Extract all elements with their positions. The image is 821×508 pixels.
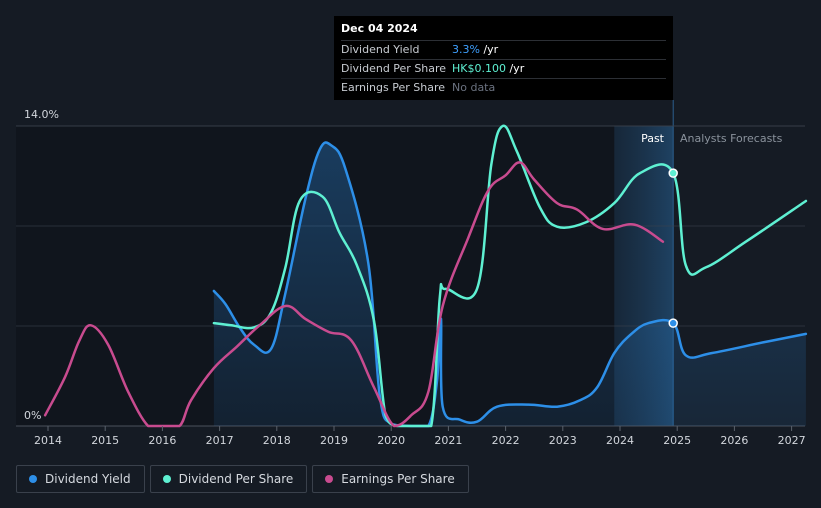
legend-item-dividend-yield[interactable]: Dividend Yield: [16, 465, 145, 493]
legend-label: Dividend Per Share: [178, 472, 294, 486]
legend-item-dividend-per-share[interactable]: Dividend Per Share: [149, 465, 308, 493]
legend: Dividend Yield Dividend Per Share Earnin…: [16, 465, 469, 493]
x-tick-label: 2022: [492, 434, 520, 447]
legend-dot-icon: [162, 475, 171, 483]
tooltip-label: Dividend Yield: [341, 43, 420, 56]
x-tick-label: 2027: [778, 434, 806, 447]
x-tick-label: 2026: [720, 434, 748, 447]
area-layer: [213, 142, 806, 426]
legend-label: Earnings Per Share: [341, 472, 455, 486]
dividend-per-share-marker: [668, 168, 678, 178]
x-tick-label: 2019: [320, 434, 348, 447]
dividend-yield-line: [212, 141, 808, 428]
tooltip-unit: /yr: [479, 43, 499, 56]
x-tick-label: 2015: [91, 434, 119, 447]
x-tick-label: 2021: [434, 434, 462, 447]
legend-item-earnings-per-share[interactable]: Earnings Per Share: [312, 465, 469, 493]
tooltip-date: Dec 04 2024: [341, 22, 418, 35]
dividend-yield-marker: [668, 318, 678, 328]
tooltip-value: No data: [452, 81, 496, 94]
tooltip-value: 3.3%: [452, 43, 480, 56]
x-tick-label: 2017: [206, 434, 234, 447]
tooltip-value: HK$0.100: [452, 62, 506, 75]
x-tick-label: 2024: [606, 434, 634, 447]
tooltip-label: Dividend Per Share: [341, 62, 447, 75]
x-axis: 2014 2015 2016 2017 2018 2019 2020 2021 2022 2023…: [34, 426, 806, 447]
tooltip-label: Earnings Per Share: [341, 81, 446, 94]
earnings-per-share-line: [43, 161, 665, 428]
tooltip-unit: /yr: [505, 62, 525, 75]
x-tick-label: 2020: [377, 434, 405, 447]
x-tick-label: 2025: [663, 434, 691, 447]
legend-dot-icon: [325, 475, 334, 483]
tooltip-row-earnings-per-share: Earnings Per Share No data: [341, 78, 666, 97]
x-tick-label: 2014: [34, 434, 62, 447]
y-tick-label: 14.0%: [24, 108, 59, 121]
forecast-label: Analysts Forecasts: [680, 132, 783, 145]
y-tick-label: 0%: [24, 409, 41, 422]
legend-dot-icon: [29, 475, 37, 483]
marker-layer: [668, 168, 678, 328]
tooltip-row-dividend-yield: Dividend Yield 3.3% /yr: [341, 40, 666, 59]
past-label: Past: [641, 132, 665, 145]
dividend-yield-area: [213, 142, 806, 426]
tooltip-row-dividend-per-share: Dividend Per Share HK$0.100 /yr: [341, 59, 666, 78]
x-tick-label: 2018: [263, 434, 291, 447]
legend-label: Dividend Yield: [45, 472, 131, 486]
x-tick-label: 2023: [549, 434, 577, 447]
tooltip: Dec 04 2024 Dividend Yield 3.3% /yr Divi…: [334, 16, 673, 100]
x-tick-label: 2016: [148, 434, 176, 447]
series-layer: [43, 124, 808, 428]
dividend-per-share-line: [212, 124, 808, 428]
